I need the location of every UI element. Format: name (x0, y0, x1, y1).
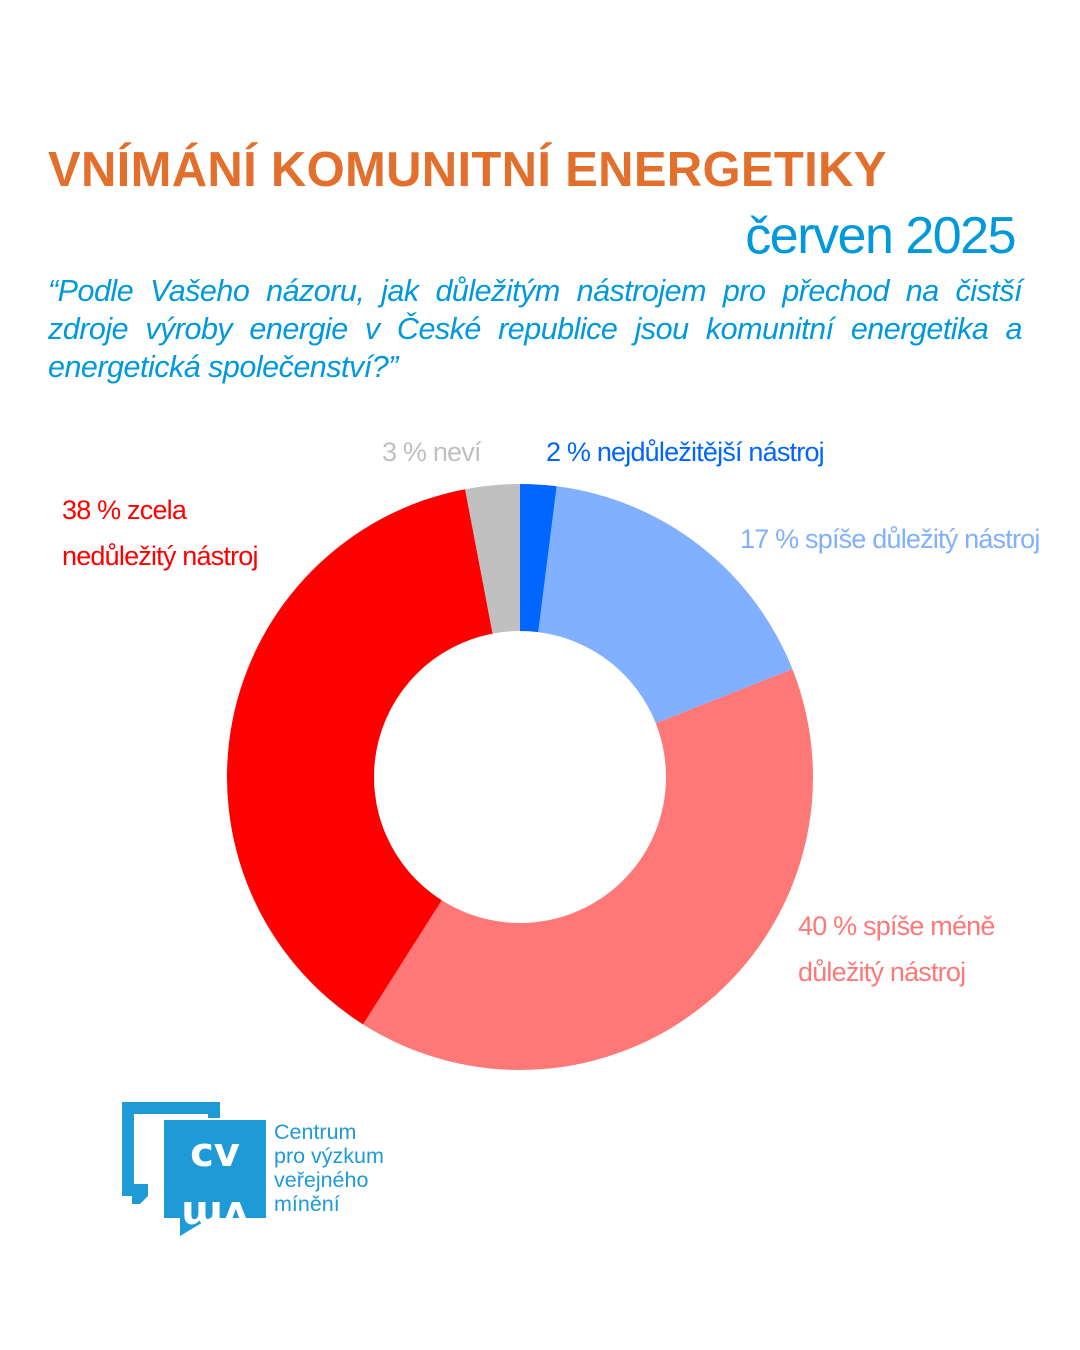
svg-text:cv: cv (190, 1130, 240, 1176)
logo-line: mínění (274, 1192, 340, 1216)
logo-line: Centrum (274, 1120, 357, 1144)
donut-slice-spíše-méně-důležitý-nástroj (363, 669, 813, 1070)
label-nejdulezitejsi: 2 % nejdůležitější nástroj (546, 437, 825, 467)
label-line: důležitý nástroj (798, 957, 966, 987)
label-zcela-nedulezity: 38 % zcela nedůležitý nástroj (62, 487, 259, 579)
label-spise-dulezity: 17 % spíše důležitý nástroj (740, 524, 1040, 554)
svg-text:vm: vm (181, 1192, 249, 1238)
donut-slice-zcela-nedůležitý-nástroj (227, 489, 493, 1025)
label-line: 40 % spíše méně (798, 911, 995, 941)
donut-slice-neví (465, 484, 520, 634)
page-title: VNÍMÁNÍ KOMUNITNÍ ENERGETIKY (48, 143, 887, 197)
label-line: nedůležitý nástroj (62, 541, 259, 571)
logo-line: veřejného (274, 1168, 369, 1192)
donut-slice-nejdůležitější-nástroj (520, 484, 557, 633)
survey-date: červen 2025 (745, 207, 1016, 265)
logo-line: pro výzkum (274, 1144, 384, 1168)
label-nevi: 3 % neví (382, 437, 481, 467)
logo-text: Centrum pro výzkum veřejného mínění (274, 1120, 384, 1216)
cvvm-logo-icon: cv vm (122, 1102, 266, 1238)
label-line: 38 % zcela (62, 495, 187, 525)
label-spise-mene-dulezity: 40 % spíše méně důležitý nástroj (798, 903, 995, 995)
survey-question: “Podle Vašeho názoru, jak důležitým nást… (48, 274, 1023, 384)
donut-slice-spíše-důležitý-nástroj (538, 486, 793, 724)
